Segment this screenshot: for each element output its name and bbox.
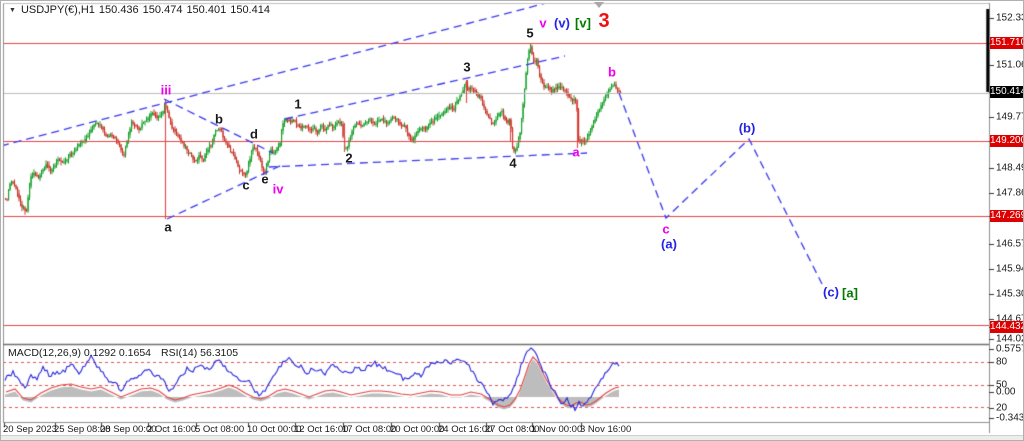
price-tick-label: 50 [996, 379, 1008, 391]
price-tick-label: -0.343 [996, 412, 1024, 424]
time-tick-label: 5 Oct 08:00 [195, 424, 245, 435]
wave-annotation-label[interactable]: b [608, 64, 616, 80]
window-bottom-strip [1, 435, 1023, 440]
wave-annotation-label[interactable]: 4 [509, 155, 517, 171]
price-tick-label: 148.496 [996, 162, 1023, 174]
chart-title: ▼ USDJPY(€),H1 150.436 150.474 150.401 150.41… [9, 4, 270, 16]
wave-annotation-label[interactable]: v [539, 15, 547, 31]
time-tick-label: 25 Sep 08:00 [54, 424, 111, 435]
wave-annotation-label[interactable]: 3 [598, 10, 610, 32]
time-tick-label: 24 Oct 16:00 [438, 424, 493, 435]
price-badge: 144.432 [990, 321, 1024, 333]
time-tick-label: 12 Oct 16:00 [294, 424, 349, 435]
time-tick-label: 17 Oct 08:00 [342, 424, 397, 435]
rsi-label: RSI(14) 56.3105 [161, 347, 239, 359]
wave-annotation-label[interactable]: (c) [823, 284, 839, 300]
time-tick-label: 20 Sep 2023 [3, 424, 57, 435]
ohlc-high: 150.474 [142, 4, 183, 16]
wave-annotation-label[interactable]: 5 [526, 25, 534, 41]
wave-annotation-label[interactable]: (b) [738, 120, 756, 136]
price-badge: 151.710 [990, 37, 1024, 49]
wave-annotation-label[interactable]: b [215, 111, 223, 127]
symbol-dropdown-icon[interactable]: ▼ [9, 7, 16, 14]
chart-shift-marker-icon[interactable] [594, 2, 604, 8]
price-badge: 147.269 [990, 210, 1024, 222]
ohlc-close: 150.414 [230, 4, 270, 16]
indicator-labels: MACD(12,26,9) 0.1292 0.1654 RSI(14) 56.31… [8, 347, 238, 359]
price-tick-label: 145.301 [996, 288, 1023, 300]
price-tick-label: 149.771 [996, 111, 1023, 123]
time-tick-label: 3 Nov 16:00 [580, 424, 632, 435]
price-tick-label: 147.866 [996, 187, 1023, 199]
wave-annotation-label[interactable]: 3 [463, 59, 471, 75]
wave-annotation-label[interactable]: c [242, 177, 250, 193]
wave-annotation-label[interactable]: 2 [345, 150, 353, 166]
price-tick-label: 80 [996, 356, 1008, 368]
wave-annotation-label[interactable]: iii [160, 82, 172, 98]
wave-annotation-label[interactable]: c [662, 221, 670, 237]
wave-annotation-label[interactable]: d [250, 126, 258, 142]
wave-annotation-label[interactable]: iv [272, 181, 284, 197]
wave-annotation-label[interactable]: (a) [661, 236, 677, 252]
ohlc-open: 150.436 [98, 4, 139, 16]
price-tick-label: 144.671 [996, 313, 1023, 325]
macd-label: MACD(12,26,9) 0.1292 0.1654 [8, 347, 152, 359]
symbol-period-label: USDJPY(€),H1 [20, 4, 95, 16]
time-tick-label: 2 Oct 16:00 [147, 424, 197, 435]
price-tick-label: 151.061 [996, 59, 1023, 71]
price-badge: 149.200 [990, 135, 1024, 147]
time-tick-label: 10 Oct 00:00 [247, 424, 302, 435]
wave-annotation-label[interactable]: (v) [554, 15, 570, 31]
wave-annotation-label[interactable]: [v] [575, 15, 591, 31]
time-tick-label: 28 Sep 00:00 [100, 424, 157, 435]
wave-annotation-label[interactable]: 1 [294, 96, 302, 112]
wave-annotation-label[interactable]: e [261, 171, 269, 187]
time-tick-label: 20 Oct 00:00 [390, 424, 445, 435]
wave-annotation-label[interactable]: a [164, 219, 172, 235]
price-tick-label: 0.5757 [996, 343, 1024, 355]
wave-annotation-label[interactable]: a [572, 144, 580, 160]
time-tick-label: 27 Oct 08:00 [485, 424, 540, 435]
price-tick-label: 144.026 [996, 333, 1023, 345]
price-tick-label: 152.336 [996, 12, 1023, 24]
price-badge: 150.414 [990, 86, 1024, 98]
price-tick-label: 20 [996, 402, 1008, 414]
price-tick-label: 0.00 [996, 386, 1016, 398]
time-tick-label: 1 Nov 00:00 [531, 424, 583, 435]
wave-annotation-label[interactable]: [a] [842, 285, 858, 301]
price-tick-label: 145.946 [996, 263, 1023, 275]
ohlc-low: 150.401 [186, 4, 227, 16]
price-tick-label: 146.576 [996, 238, 1023, 250]
